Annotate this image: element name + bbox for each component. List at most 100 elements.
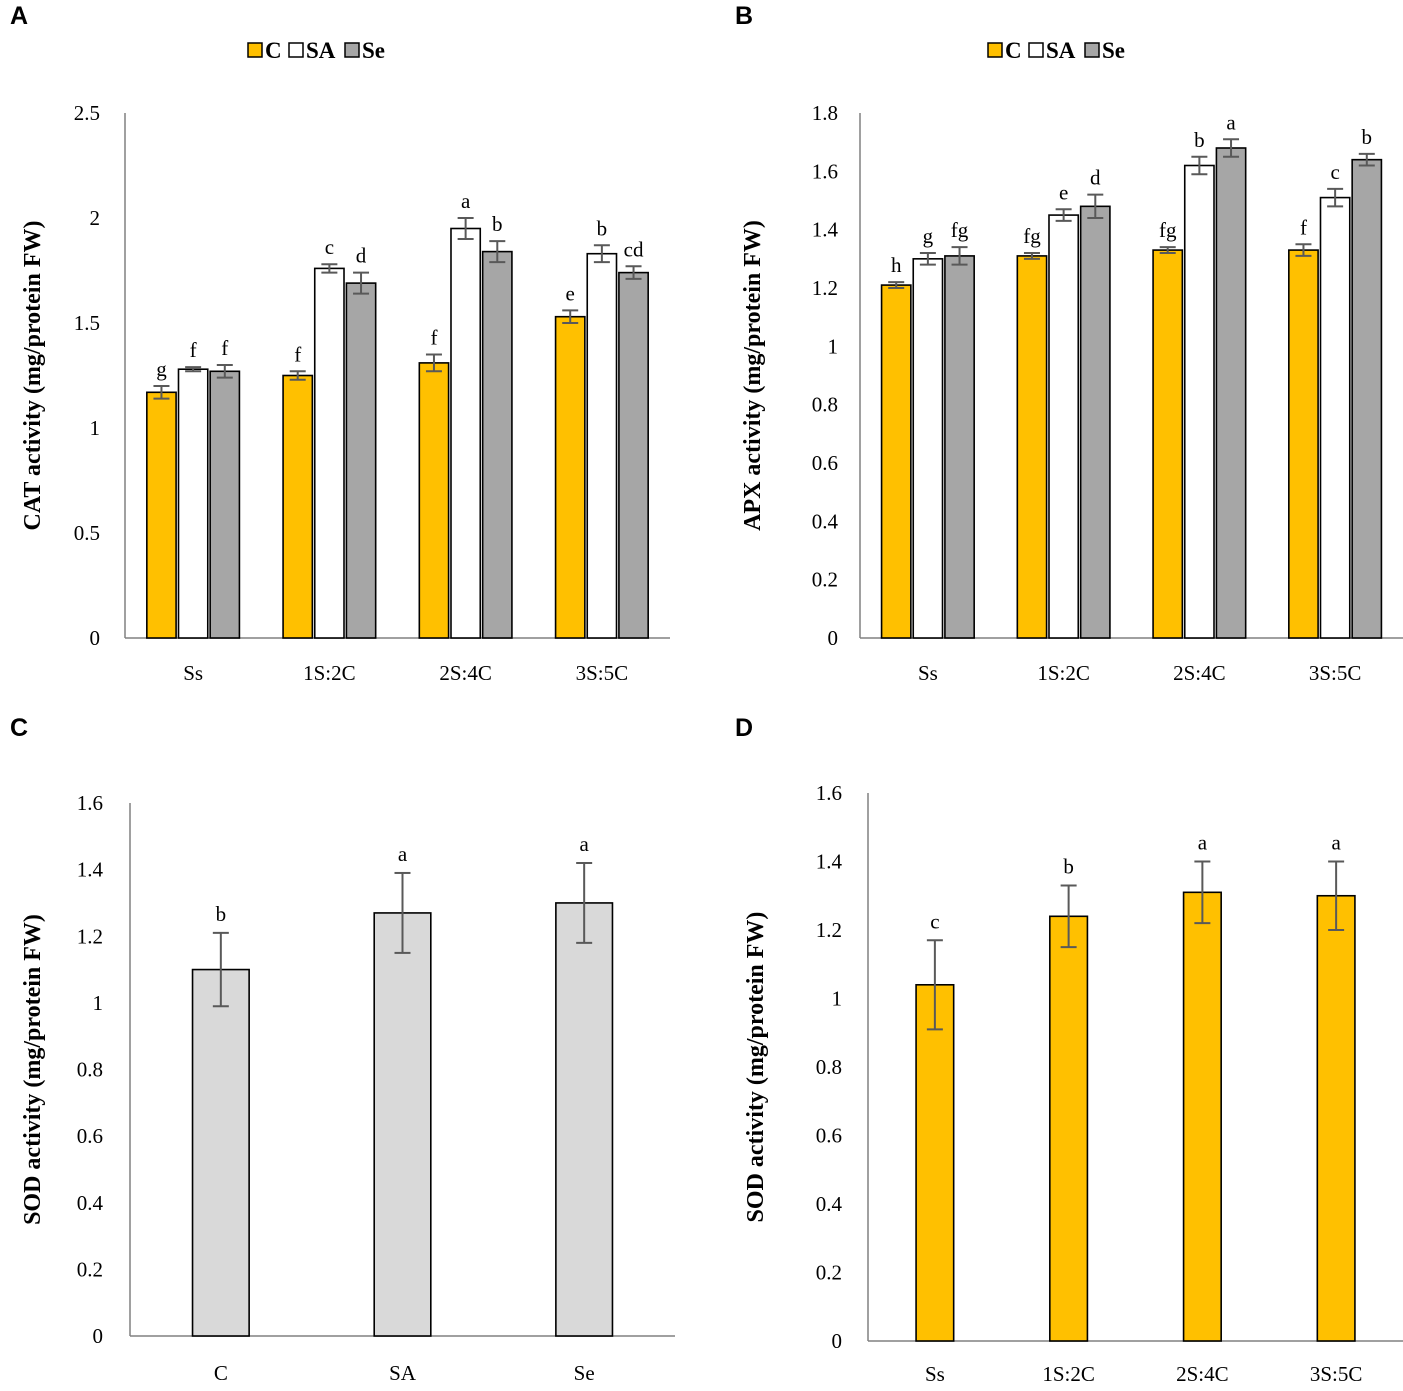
y-tick-label: 1 xyxy=(90,416,101,440)
y-tick-label: 0.2 xyxy=(816,1261,842,1285)
bar-c-3s5c xyxy=(554,315,586,639)
y-tick-label: 1.6 xyxy=(816,781,842,805)
y-tick-label: 0 xyxy=(93,1324,104,1348)
y-tick-label: 0.4 xyxy=(77,1191,104,1215)
legend-swatch-se xyxy=(344,42,360,58)
y-tick-label: 0.8 xyxy=(816,1055,842,1079)
legend-swatch-sa xyxy=(1028,42,1044,58)
y-tick-label: 0.8 xyxy=(77,1058,103,1082)
significance-letter: a xyxy=(1198,831,1208,855)
y-tick-label: 0.6 xyxy=(816,1124,842,1148)
x-tick-label: 2S:4C xyxy=(439,661,492,685)
significance-letter: d xyxy=(1090,166,1101,190)
bar-sa-2s4c xyxy=(450,227,482,639)
x-tick-label: Ss xyxy=(918,661,938,685)
y-tick-label: 0.4 xyxy=(812,509,839,533)
y-tick-label: 1 xyxy=(93,991,104,1015)
y-tick-label: 0 xyxy=(832,1329,843,1353)
significance-letter: a xyxy=(1226,110,1236,134)
y-tick-label: 1.8 xyxy=(812,101,838,125)
legend-swatch-c xyxy=(247,42,263,58)
bar-c-2s4c xyxy=(1152,249,1184,639)
legend-label-sa: SA xyxy=(1046,38,1076,63)
panel-a: A 0 0.5 1 1.5 2 2.5 CAT activity (mg/protein FW… xyxy=(10,2,670,685)
panel-b: B 0 0.2 0.4 0.6 0.8 1 1.2 1.4 1.6 1.8 APX activity … xyxy=(735,2,1403,685)
significance-letter: c xyxy=(325,235,334,259)
significance-letter: fg xyxy=(1159,218,1177,242)
y-tick-label: 0.2 xyxy=(812,568,838,592)
bar-se-1s2c xyxy=(345,282,377,639)
legend-label-se: Se xyxy=(1102,38,1125,63)
x-tick-label: 1S:2C xyxy=(303,661,356,685)
bar-sod-c xyxy=(191,968,250,1337)
y-tick-label: 1.2 xyxy=(812,276,838,300)
panel-d: D 0 0.2 0.4 0.6 0.8 1 1.2 1.4 1.6 SOD activity (mg… xyxy=(735,714,1403,1386)
bar-sa-3s5c xyxy=(1319,196,1351,639)
bar-sa-1s2c xyxy=(313,267,345,639)
significance-letter: g xyxy=(923,224,934,248)
y-tick-label: 1.6 xyxy=(77,791,103,815)
panel-c: C 0 0.2 0.4 0.6 0.8 1 1.2 1.4 1.6 SOD activity (mg… xyxy=(10,714,675,1385)
x-tick-label: Se xyxy=(574,1361,595,1385)
legend-label-sa: SA xyxy=(306,38,336,63)
bar-sa-1s2c xyxy=(1048,214,1080,639)
significance-letter: a xyxy=(461,189,471,213)
significance-letter: b xyxy=(1063,854,1074,878)
significance-letter: f xyxy=(221,336,228,360)
y-tick-label: 1.5 xyxy=(74,311,100,335)
bar-se-3s5c xyxy=(1351,158,1383,639)
significance-letter: b xyxy=(1194,128,1205,152)
x-tick-label: 1S:2C xyxy=(1037,661,1090,685)
bar-sa-ss xyxy=(912,258,944,639)
x-tick-label: 2S:4C xyxy=(1173,661,1226,685)
y-axis-label: CAT activity (mg/protein FW) xyxy=(20,221,46,531)
significance-letter: a xyxy=(398,842,408,866)
significance-letter: e xyxy=(1059,180,1068,204)
bar-sod-ss xyxy=(915,983,955,1342)
significance-letter: b xyxy=(216,902,227,926)
bar-c-2s4c xyxy=(418,362,450,639)
bar-c-3s5c xyxy=(1288,249,1319,639)
y-tick-label: 0.5 xyxy=(74,521,100,545)
legend-label-se: Se xyxy=(362,38,385,63)
bar-c-1s2c xyxy=(282,374,314,639)
y-tick-label: 1.6 xyxy=(812,159,838,183)
x-tick-label: 3S:5C xyxy=(1310,1362,1363,1386)
y-tick-label: 1.4 xyxy=(816,850,843,874)
x-tick-label: 1S:2C xyxy=(1042,1362,1095,1386)
legend-label-c: C xyxy=(1005,38,1022,63)
bar-sod-se xyxy=(555,902,614,1337)
y-tick-label: 0 xyxy=(828,626,839,650)
bar-se-2s4c xyxy=(1215,147,1247,639)
y-axis-label: SOD activity (mg/protein FW) xyxy=(20,914,46,1225)
bar-se-2s4c xyxy=(481,250,513,639)
significance-letter: f xyxy=(1300,215,1307,239)
significance-letter: f xyxy=(430,326,437,350)
significance-letter: f xyxy=(190,338,197,362)
y-tick-label: 1.4 xyxy=(77,858,104,882)
y-tick-label: 1.4 xyxy=(812,218,839,242)
significance-letter: a xyxy=(580,832,590,856)
significance-letter: c xyxy=(1330,160,1339,184)
panel-letter: B xyxy=(735,2,753,30)
legend-swatch-se xyxy=(1084,42,1100,58)
y-tick-label: 0.4 xyxy=(816,1192,843,1216)
y-axis-label: APX activity (mg/protein FW) xyxy=(740,220,766,531)
legend-label-c: C xyxy=(265,38,282,63)
bar-sod-3s5c xyxy=(1316,894,1356,1342)
bar-sod-sa xyxy=(373,912,432,1337)
legend-swatch-c xyxy=(987,42,1003,58)
x-tick-label: Ss xyxy=(183,661,203,685)
legend-swatch-sa xyxy=(288,42,304,58)
bar-sa-2s4c xyxy=(1183,164,1215,639)
x-tick-label: Ss xyxy=(925,1362,945,1386)
bar-se-ss xyxy=(944,255,975,639)
bar-sa-ss xyxy=(177,368,209,639)
y-tick-label: 0.8 xyxy=(812,393,838,417)
significance-letter: fg xyxy=(1023,224,1041,248)
significance-letter: b xyxy=(492,212,503,236)
significance-letter: e xyxy=(566,281,575,305)
bar-c-1s2c xyxy=(1016,255,1048,639)
panel-letter: A xyxy=(10,2,28,30)
